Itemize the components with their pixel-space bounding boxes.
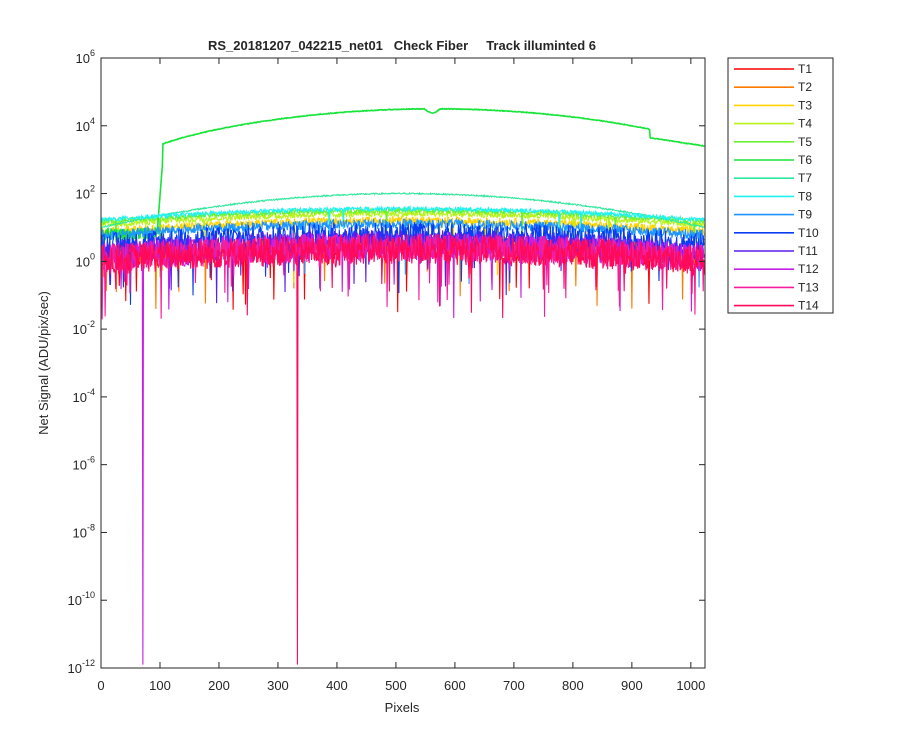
y-axis-label: Net Signal (ADU/pix/sec) [36, 291, 51, 435]
x-tick-label: 1000 [676, 678, 705, 693]
legend-label-t7: T7 [798, 171, 812, 185]
y-tick-label: 10-4 [73, 387, 95, 405]
series-line-t14 [101, 232, 705, 665]
x-tick-label: 0 [97, 678, 104, 693]
y-axis: 10-12 10-10 10-8 10-6 10-4 10-2 100 102 104 106 [68, 48, 705, 676]
axes-box [100, 57, 706, 669]
legend-label-t14: T14 [798, 299, 819, 313]
x-tick-label: 400 [326, 678, 348, 693]
y-tick-label: 10-6 [73, 455, 95, 473]
y-tick-label: 10-10 [68, 590, 95, 608]
x-tick-label: 500 [385, 678, 407, 693]
plot-background [101, 58, 705, 668]
x-tick-label: 600 [444, 678, 466, 693]
x-axis: 0 100 200 300 400 500 600 700 800 900 1000 [97, 58, 705, 693]
legend-label-t12: T12 [798, 262, 819, 276]
series-line-t7 [101, 191, 705, 229]
legend-box [727, 57, 834, 314]
y-tick-label: 100 [76, 251, 95, 269]
y-tick-label: 102 [76, 184, 95, 202]
x-tick-label: 700 [503, 678, 525, 693]
legend: T1 T2 T3 T4 T5 T6 T7 T8 T9 T10 T11 T12 T13 T14 [727, 57, 834, 314]
legend-label-t13: T13 [798, 280, 819, 294]
legend-label-t10: T10 [798, 226, 819, 240]
legend-label-t5: T5 [798, 135, 812, 149]
x-tick-label: 100 [149, 678, 171, 693]
chart-title: RS_20181207_042215_net01 Check Fiber Tra… [208, 38, 596, 53]
series-line-t6 [101, 107, 705, 242]
x-tick-label: 800 [562, 678, 584, 693]
legend-label-t2: T2 [798, 80, 812, 94]
legend-label-t3: T3 [798, 98, 812, 112]
legend-label-t11: T11 [798, 244, 818, 258]
legend-label-t6: T6 [798, 153, 812, 167]
plot-area [100, 57, 706, 669]
legend-label-t8: T8 [798, 189, 812, 203]
legend-label-t1: T1 [798, 62, 812, 76]
series-layer [101, 107, 705, 665]
x-tick-label: 300 [267, 678, 289, 693]
series-line-t8 [101, 204, 705, 264]
y-tick-label: 104 [76, 116, 95, 134]
legend-label-t9: T9 [798, 208, 812, 222]
x-axis-label: Pixels [385, 700, 420, 715]
legend-label-t4: T4 [798, 117, 812, 131]
y-tick-label: 10-12 [68, 658, 95, 676]
x-tick-label: 900 [621, 678, 643, 693]
series-line-t3 [101, 215, 705, 283]
x-tick-label: 200 [208, 678, 230, 693]
y-tick-label: 10-2 [73, 319, 95, 337]
y-tick-label: 106 [76, 48, 95, 66]
series-line-t4 [101, 209, 705, 263]
y-tick-label: 10-8 [73, 522, 95, 540]
